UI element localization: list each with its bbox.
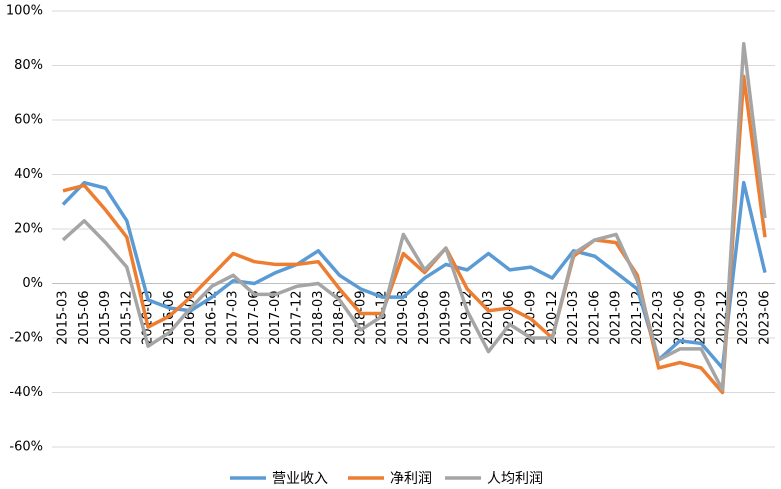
- x-tick-label: 2019-09: [438, 291, 453, 345]
- x-tick-label: 2019-06: [417, 291, 432, 345]
- x-tick-label: 2016-12: [204, 291, 219, 345]
- x-tick-label: 2020-06: [502, 291, 517, 345]
- y-tick-label: -20%: [9, 331, 43, 346]
- y-tick-label: 0%: [22, 276, 43, 291]
- y-tick-label: 60%: [14, 113, 43, 128]
- x-tick-label: 2022-03: [651, 291, 666, 345]
- x-tick-label: 2021-09: [609, 291, 624, 345]
- x-tick-label: 2021-03: [566, 291, 581, 345]
- x-tick-label: 2020-12: [545, 291, 560, 345]
- y-tick-label: 40%: [14, 167, 43, 182]
- x-tick-label: 2018-03: [311, 291, 326, 345]
- y-tick-label: 100%: [6, 4, 43, 19]
- series-line: [61, 41, 767, 392]
- x-tick-label: 2015-09: [98, 291, 113, 345]
- legend: 营业收入 净利润 人均利润: [230, 471, 543, 487]
- x-tick-label: 2020-03: [481, 291, 496, 345]
- x-tick-label: 2017-06: [247, 291, 262, 345]
- x-tick-label: 2021-06: [587, 291, 602, 345]
- x-tick-label: 2023-06: [758, 291, 773, 345]
- x-tick-label: 2015-03: [56, 291, 71, 345]
- legend-label: 净利润: [390, 471, 432, 487]
- legend-label: 营业收入: [272, 471, 328, 487]
- legend-label: 人均利润: [487, 471, 543, 487]
- x-tick-label: 2017-03: [226, 291, 241, 345]
- x-tick-label: 2023-03: [736, 291, 751, 345]
- x-tick-label: 2017-12: [290, 291, 305, 345]
- x-tick-label: 2019-03: [396, 291, 411, 345]
- x-tick-label: 2018-09: [353, 291, 368, 345]
- y-tick-label: 20%: [14, 222, 43, 237]
- y-tick-label: -40%: [9, 385, 43, 400]
- x-tick-label: 2015-12: [119, 291, 134, 345]
- y-tick-label: 80%: [14, 58, 43, 73]
- x-tick-label: 2022-09: [694, 291, 709, 345]
- x-tick-label: 2022-06: [672, 291, 687, 345]
- x-tick-label: 2017-09: [268, 291, 283, 345]
- x-tick-label: 2015-06: [77, 291, 92, 345]
- y-tick-label: -60%: [9, 440, 43, 455]
